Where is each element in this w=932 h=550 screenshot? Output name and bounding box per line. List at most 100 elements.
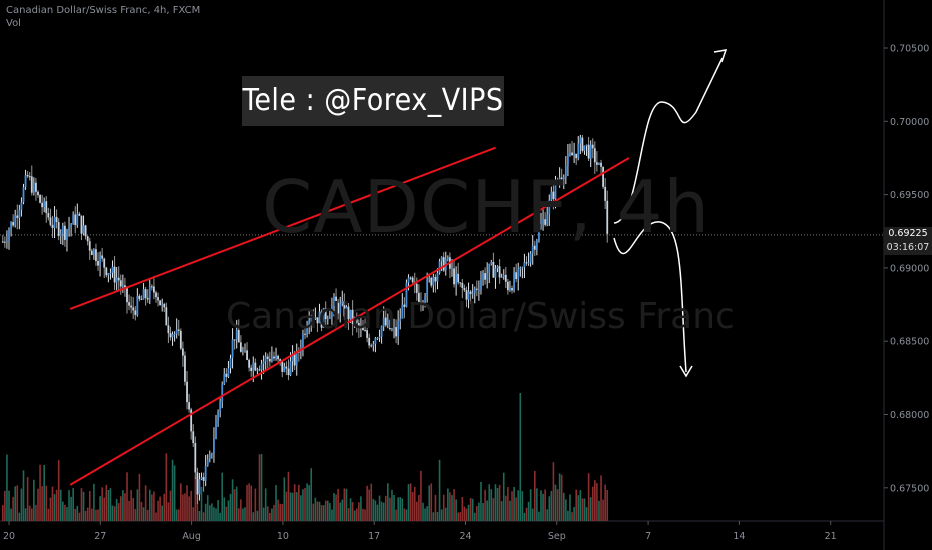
volume-bar — [360, 496, 362, 521]
volume-bar — [47, 508, 50, 521]
volume-bar — [486, 500, 488, 521]
volume-bar — [476, 506, 478, 521]
volume-bar — [33, 479, 35, 521]
candle-body — [97, 261, 99, 266]
candle-body — [360, 327, 362, 329]
candle-body — [231, 339, 234, 359]
candle-body — [426, 279, 429, 297]
candle-body — [316, 317, 319, 324]
volume-bar — [542, 493, 544, 521]
candle-body — [252, 362, 255, 371]
volume-bar — [198, 511, 201, 521]
candle-body — [188, 402, 190, 410]
volume-bar — [8, 490, 10, 521]
volume-bar — [240, 499, 242, 521]
candle-body — [248, 359, 251, 368]
volume-bar — [436, 511, 439, 521]
candle-body — [24, 175, 27, 188]
candle-body — [405, 282, 408, 307]
candle-body — [415, 283, 418, 293]
volume-bar — [41, 486, 43, 521]
volume-bar — [289, 492, 292, 521]
volume-bar — [444, 507, 447, 521]
volume-bar — [163, 493, 166, 521]
volume-bar — [447, 488, 449, 521]
volume-bar — [70, 496, 72, 521]
candle-body — [117, 277, 120, 281]
candle-body — [200, 477, 203, 480]
volume-bar — [579, 490, 582, 521]
volume-bar — [521, 491, 524, 521]
candle-body — [591, 144, 594, 149]
volume-bar — [324, 500, 327, 521]
candle-body — [604, 186, 607, 201]
candle-body — [475, 288, 478, 290]
candle-body — [138, 295, 141, 299]
volume-bar — [463, 506, 466, 521]
volume-bar — [304, 487, 306, 521]
candle-body — [548, 200, 551, 215]
volume-bar — [453, 489, 455, 521]
volume-bar — [505, 495, 507, 521]
candle-body — [82, 225, 85, 234]
candle-body — [368, 337, 371, 346]
candle-body — [469, 291, 472, 294]
candle-body — [517, 268, 520, 280]
candle-body — [542, 219, 544, 224]
candle-body — [521, 267, 524, 269]
volume-bar — [418, 495, 420, 521]
volume-bar — [215, 508, 217, 521]
volume-bar — [457, 512, 459, 521]
volume-bar — [337, 488, 339, 521]
volume-bar — [451, 495, 453, 521]
watermark-ticker: CADCHF, 4h — [262, 165, 711, 249]
candle-body — [57, 222, 60, 236]
candle-body — [43, 201, 46, 208]
volume-bar — [45, 485, 48, 521]
candle-body — [233, 339, 236, 341]
candle-body — [320, 311, 323, 328]
volume-bar — [128, 500, 130, 521]
volume-bar — [78, 512, 81, 521]
candle-body — [550, 191, 553, 201]
volume-bar — [420, 470, 422, 521]
time-tick-label: Aug — [182, 531, 201, 542]
candle-body — [35, 182, 37, 192]
volume-bar — [285, 491, 288, 521]
candle-body — [204, 465, 207, 481]
candle-body — [80, 215, 83, 234]
price-tick-label: 0.69500 — [890, 190, 929, 201]
candle-body — [190, 409, 193, 432]
volume-bar — [84, 510, 87, 521]
volume-bar — [256, 510, 259, 521]
candle-body — [339, 303, 342, 314]
volume-bar — [461, 496, 464, 521]
candle-body — [595, 162, 598, 165]
candle-body — [130, 305, 133, 308]
volume-bar — [202, 512, 205, 521]
volume-bar — [405, 509, 408, 521]
candle-body — [480, 280, 482, 290]
candle-body — [602, 166, 604, 187]
candle-body — [488, 263, 491, 274]
volume-bar — [467, 504, 470, 521]
volume-bar — [281, 503, 284, 521]
candle-body — [333, 296, 335, 306]
candle-body — [318, 311, 321, 324]
volume-bar — [409, 483, 412, 521]
volume-bar — [237, 508, 240, 521]
candle-body — [235, 330, 238, 340]
candle-body — [76, 213, 79, 226]
candle-body — [581, 137, 584, 151]
volume-bar — [37, 488, 39, 521]
volume-bar — [449, 492, 451, 521]
candle-body — [434, 277, 437, 282]
volume-bar — [103, 497, 106, 521]
volume-bar — [64, 504, 66, 521]
volume-bar — [262, 507, 265, 521]
candle-body — [442, 257, 445, 271]
chart-header: Canadian Dollar/Swiss Franc, 4h, FXCM Vo… — [6, 4, 200, 30]
volume-bar — [161, 505, 163, 521]
candle-body — [47, 212, 50, 218]
